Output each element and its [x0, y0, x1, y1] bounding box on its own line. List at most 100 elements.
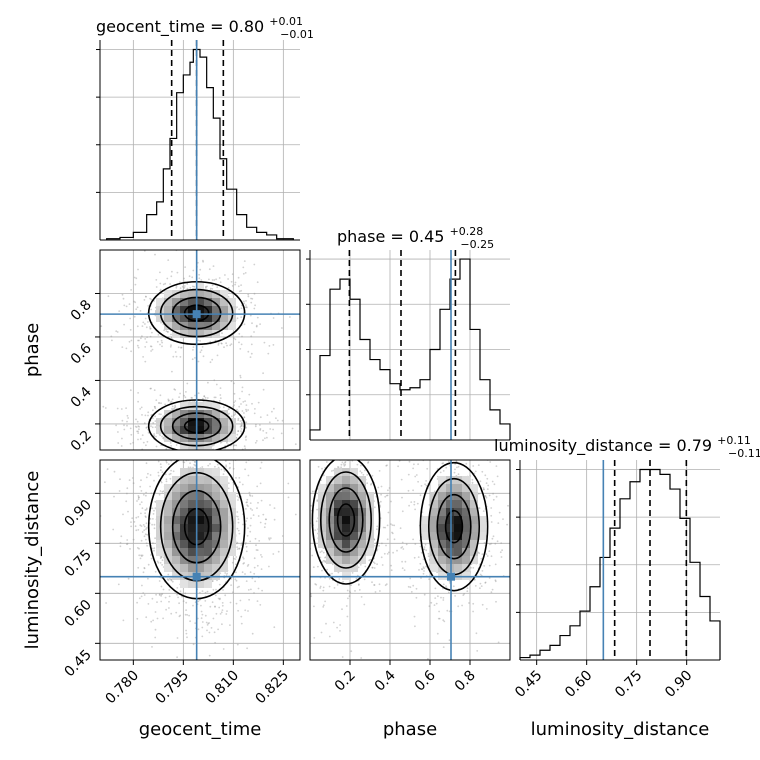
sample-point	[485, 553, 488, 556]
sample-point	[468, 602, 470, 604]
sample-point	[154, 426, 157, 428]
sample-point	[349, 591, 352, 594]
contour-line	[336, 503, 356, 537]
sample-point	[454, 463, 456, 465]
sample-point	[240, 425, 243, 427]
sample-point	[249, 571, 252, 574]
sample-point	[152, 417, 154, 420]
sample-point	[126, 420, 128, 423]
density-cell	[196, 282, 204, 290]
sample-point	[155, 593, 158, 596]
sample-point	[201, 626, 204, 629]
sample-point	[138, 597, 141, 600]
sample-point	[435, 602, 438, 605]
sample-point	[119, 478, 121, 481]
sample-point	[121, 419, 124, 422]
sample-point	[342, 463, 345, 465]
sample-point	[201, 621, 204, 623]
sample-point	[242, 266, 245, 269]
sample-point	[137, 432, 140, 434]
panel-hist-luminosity-distance	[516, 460, 721, 661]
sample-point	[414, 475, 417, 478]
density-cell	[156, 426, 164, 434]
sample-point	[493, 483, 496, 486]
ylabel-luminosity-distance: luminosity_distance	[22, 471, 43, 650]
sample-point	[420, 485, 423, 487]
sample-point	[244, 306, 247, 309]
sample-point	[417, 463, 419, 466]
sample-point	[144, 515, 147, 518]
sample-point	[136, 601, 139, 604]
sample-point	[265, 518, 267, 521]
sample-point	[321, 550, 323, 552]
sample-point	[217, 466, 220, 469]
sample-point	[262, 429, 265, 432]
sample-point	[228, 467, 231, 470]
sample-point	[475, 632, 478, 635]
density-cell	[220, 508, 228, 516]
x-tick-label: 0.45	[512, 668, 545, 701]
sample-point	[160, 556, 163, 559]
panel-2d-geocent-distance	[99, 459, 301, 661]
sample-point	[178, 281, 181, 283]
sample-point	[393, 538, 396, 541]
sample-point	[153, 547, 156, 550]
density-cell	[180, 500, 188, 508]
sample-point	[256, 549, 259, 551]
sample-point	[390, 569, 393, 572]
sample-point	[412, 467, 414, 470]
sample-point	[290, 521, 292, 523]
density-cell	[204, 508, 212, 516]
sample-point	[169, 401, 172, 404]
density-cell	[470, 508, 478, 516]
sample-point	[215, 454, 217, 456]
density-cell	[164, 322, 172, 330]
density-cell	[358, 500, 366, 508]
sample-point	[220, 468, 223, 471]
sample-point	[152, 422, 155, 424]
density-cell	[212, 508, 220, 516]
sample-point	[442, 450, 444, 452]
sample-point	[154, 611, 157, 613]
sample-point	[203, 395, 206, 398]
sample-point	[423, 567, 425, 570]
sample-point	[236, 495, 239, 498]
sample-point	[328, 635, 331, 638]
sample-point	[179, 452, 181, 454]
density-cell	[212, 532, 220, 540]
density-cell	[204, 564, 212, 572]
sample-point	[237, 609, 240, 612]
panel-2d-phase-distance	[290, 432, 511, 661]
sample-point	[338, 445, 340, 447]
density-cell	[430, 516, 438, 524]
sample-point	[213, 631, 216, 634]
sample-point	[125, 305, 128, 308]
sample-point	[438, 617, 441, 620]
sample-point	[412, 438, 414, 440]
sample-point	[244, 468, 247, 471]
density-cell	[156, 516, 164, 524]
sample-point	[202, 260, 205, 263]
sample-point	[137, 339, 139, 342]
sample-point	[241, 410, 244, 412]
sample-point	[224, 454, 226, 456]
density-cell	[334, 532, 342, 540]
panel-frame	[99, 459, 301, 661]
sample-point	[360, 596, 363, 598]
sample-point	[100, 325, 103, 328]
sample-point	[251, 509, 254, 511]
sample-point	[158, 593, 161, 596]
sample-point	[145, 457, 147, 459]
density-cell	[350, 500, 358, 508]
sample-point	[141, 531, 144, 533]
sample-point	[155, 435, 157, 438]
sample-point	[338, 432, 340, 434]
sample-point	[106, 468, 109, 470]
density-cell	[470, 524, 478, 532]
sample-point	[257, 515, 260, 517]
sample-point	[211, 279, 214, 281]
sample-point	[231, 561, 234, 564]
sample-point	[225, 342, 228, 345]
sample-point	[401, 567, 404, 570]
density-cell	[172, 492, 180, 500]
